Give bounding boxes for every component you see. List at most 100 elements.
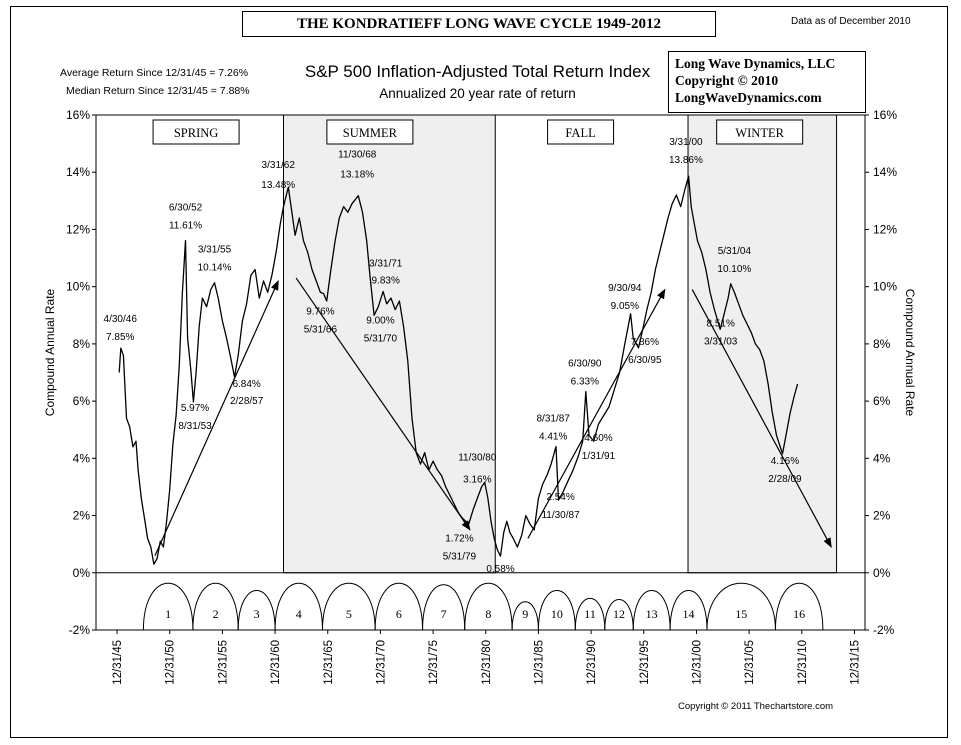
y-tick-label-right: 6% (873, 394, 891, 408)
x-tick-label: 12/31/95 (639, 640, 651, 685)
annotation-value: 9.05% (611, 301, 639, 312)
annotation-date: 3/31/62 (262, 160, 296, 171)
company-copyright: Copyright © 2010 (675, 73, 779, 88)
cycle-label-16: 16 (793, 607, 805, 621)
annotation-value: 8.51% (707, 318, 735, 329)
y-tick-label-right: 16% (873, 108, 897, 122)
company-name: Long Wave Dynamics, LLC (675, 56, 836, 71)
annotation-value: 7.86% (631, 337, 659, 348)
trend-arrow-3 (527, 288, 666, 539)
cycle-arch-6 (374, 582, 424, 631)
y-tick-label-left: 2% (73, 509, 91, 523)
annotation-date: 5/31/70 (364, 333, 398, 344)
annotation-value: 0.58% (486, 564, 514, 575)
y-tick-label-left: 0% (73, 566, 91, 580)
annotation-date: 9/30/94 (608, 283, 642, 294)
annotation-date: 3/31/03 (704, 336, 738, 347)
annotation-date: 6/30/52 (169, 203, 203, 214)
y-tick-label-right: 4% (873, 451, 891, 465)
annotation-value: 13.48% (261, 180, 295, 191)
annotation-date: 2/28/57 (230, 396, 264, 407)
series-line (118, 175, 799, 565)
season-label-winter: WINTER (735, 126, 784, 140)
annotation-value: 13.18% (340, 170, 374, 181)
page-title: THE KONDRATIEFF LONG WAVE CYCLE 1949-201… (242, 11, 716, 37)
annotation-value: 3.16% (463, 474, 491, 485)
season-label-fall: FALL (565, 126, 595, 140)
company-info-box: Long Wave Dynamics, LLC Copyright © 2010… (668, 51, 866, 113)
trend-arrow-1 (154, 280, 279, 556)
cycle-label-14: 14 (683, 607, 695, 621)
cycle-label-8: 8 (485, 607, 491, 621)
annotation-date: 8/31/53 (178, 421, 212, 432)
season-label-summer: SUMMER (343, 126, 398, 140)
x-tick-label: 12/31/45 (112, 640, 124, 685)
annotation-date: 5/31/66 (304, 325, 338, 336)
y-tick-label-right: 0% (873, 566, 891, 580)
x-tick-label: 12/31/65 (323, 640, 335, 685)
annotation-value: 6.33% (571, 377, 599, 388)
y-axis-label-right: Compound Annual Rate (903, 289, 917, 417)
annotation-date: 6/30/90 (568, 359, 602, 370)
annotation-date: 11/30/80 (458, 452, 497, 463)
season-box-spring (152, 119, 240, 145)
season-shading-winter (687, 114, 838, 574)
cycle-arch-5 (321, 582, 376, 631)
cycle-arch-16 (774, 582, 824, 631)
y-tick-label-left: 14% (66, 165, 90, 179)
annotation-value: 4.60% (584, 433, 612, 444)
annotation-value: 13.86% (669, 155, 703, 166)
annotation-value: 1.72% (445, 534, 473, 545)
x-tick-label: 12/31/00 (691, 640, 703, 685)
annotation-date: 3/31/71 (369, 259, 403, 270)
cycle-label-1: 1 (165, 607, 171, 621)
x-tick-label: 12/31/50 (165, 640, 177, 685)
y-tick-label-left: -2% (69, 623, 91, 637)
cycle-label-10: 10 (551, 607, 563, 621)
cycle-label-9: 9 (522, 607, 528, 621)
annotation-value: 10.10% (717, 264, 751, 275)
trend-arrow-4 (691, 289, 832, 548)
cycle-arch-8 (464, 582, 513, 631)
annotation-value: 5.97% (181, 403, 209, 414)
annotation-value: 11.61% (169, 221, 202, 232)
cycle-arch-2 (192, 582, 239, 631)
cycle-label-2: 2 (213, 607, 219, 621)
cycle-arch-15 (706, 582, 776, 631)
cycle-arch-1 (142, 582, 194, 631)
annotation-value: 9.76% (306, 307, 334, 318)
annotation-date: 11/30/87 (541, 510, 580, 521)
annotation-date: 8/31/87 (536, 414, 570, 425)
trend-arrow-2 (295, 277, 471, 531)
annotation-value: 7.85% (106, 332, 134, 343)
annotation-value: 4.16% (771, 456, 799, 467)
median-return-stat: Median Return Since 12/31/45 = 7.88% (66, 85, 250, 97)
season-box-fall (547, 119, 615, 145)
company-website: LongWaveDynamics.com (675, 90, 822, 105)
x-tick-label: 12/31/60 (270, 640, 282, 685)
annotation-value: 2.54% (546, 492, 574, 503)
y-tick-label-left: 6% (73, 394, 91, 408)
cycle-arch-7 (422, 584, 466, 631)
cycle-label-3: 3 (254, 607, 260, 621)
annotation-date: 4/30/46 (104, 314, 138, 325)
season-label-spring: SPRING (174, 126, 218, 140)
plot-area-border (95, 114, 866, 631)
x-tick-label: 12/31/10 (797, 640, 809, 685)
cycle-arch-3 (237, 589, 276, 631)
cycle-label-7: 7 (441, 607, 447, 621)
x-tick-label: 12/31/15 (849, 640, 861, 685)
y-tick-label-left: 12% (66, 222, 90, 236)
y-tick-label-left: 8% (73, 337, 91, 351)
chart-title: S&P 500 Inflation-Adjusted Total Return … (304, 62, 651, 81)
y-tick-label-right: 14% (873, 165, 897, 179)
x-tick-label: 12/31/55 (217, 640, 229, 685)
y-tick-label-right: 8% (873, 337, 891, 351)
x-tick-label: 12/31/80 (481, 640, 493, 685)
annotation-date: 5/31/04 (718, 246, 752, 257)
annotation-value: 10.14% (198, 263, 232, 274)
x-tick-label: 12/31/05 (744, 640, 756, 685)
y-tick-label-left: 4% (73, 451, 91, 465)
y-tick-label-right: 12% (873, 222, 897, 236)
